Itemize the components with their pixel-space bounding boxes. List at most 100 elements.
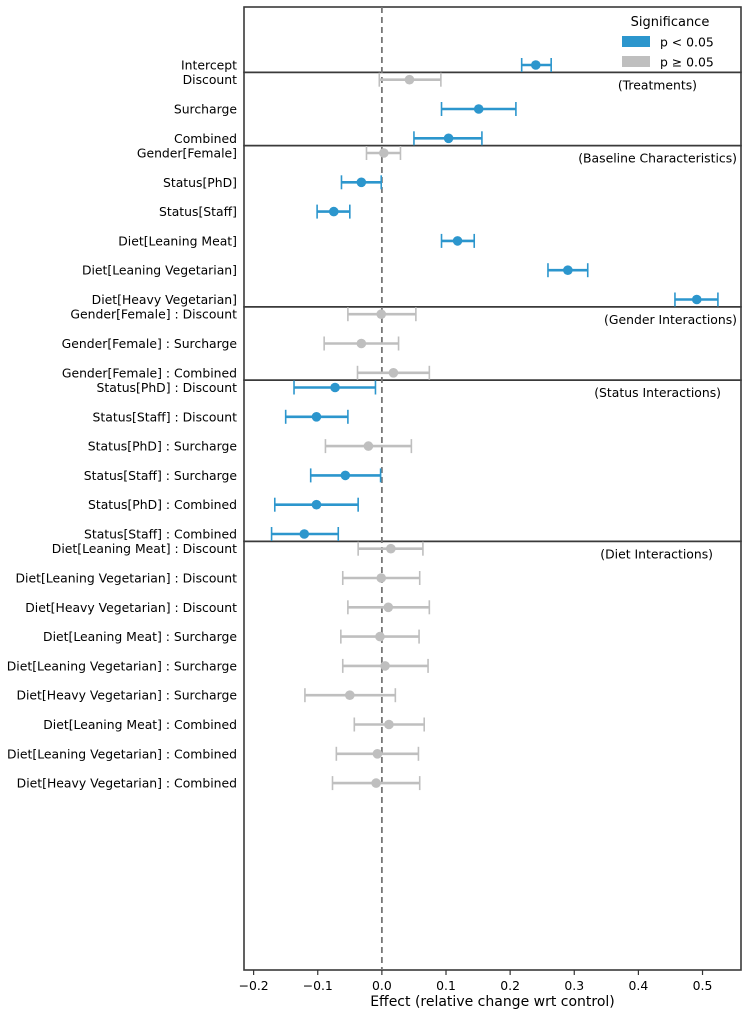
row-status-staff-surcharge: Status[Staff] : Surcharge (84, 468, 382, 483)
estimate-point (452, 236, 463, 246)
row-diet-leaning-vegetarian-surcharge: Diet[Leaning Vegetarian] : Surcharge (7, 658, 429, 673)
group-title-gender-interactions: (Gender Interactions) (604, 312, 737, 327)
row-combined: Combined (174, 131, 483, 146)
legend-swatch (622, 56, 650, 67)
row-label: Gender[Female] : Surcharge (62, 336, 237, 351)
estimate-point (371, 778, 381, 788)
group-title-diet-interactions: (Diet Interactions) (600, 546, 713, 561)
row-label: Status[Staff] : Discount (93, 409, 238, 424)
row-diet-leaning-vegetarian-combined: Diet[Leaning Vegetarian] : Combined (7, 746, 420, 761)
row-label: Gender[Female] : Discount (70, 307, 237, 322)
row-gender-female: Gender[Female] (137, 146, 402, 161)
row-diet-leaning-meat-surcharge: Diet[Leaning Meat] : Surcharge (43, 629, 420, 644)
row-label: Diet[Leaning Vegetarian] (82, 263, 237, 278)
x-tick-label: 0.3 (564, 978, 584, 993)
x-axis: −0.2 −0.1 0.0 0.1 0.2 0.3 0.4 0.5 (239, 970, 713, 993)
estimate-point (404, 74, 415, 85)
row-diet-heavy-vegetarian: Diet[Heavy Vegetarian] (92, 292, 719, 307)
estimate-point (375, 631, 385, 642)
row-label: Status[PhD] : Discount (97, 380, 238, 395)
row-intercept: Intercept (181, 58, 552, 73)
estimate-point (388, 368, 399, 378)
row-gender-female-discount: Gender[Female] : Discount (70, 307, 417, 322)
row-label: Diet[Heavy Vegetarian] : Discount (25, 600, 237, 615)
estimate-point (473, 104, 484, 114)
estimate-point (691, 294, 702, 305)
estimate-point (356, 177, 367, 188)
row-label: Discount (183, 72, 238, 87)
x-tick-label: 0.5 (693, 978, 713, 993)
row-label: Status[PhD] : Combined (88, 497, 237, 512)
row-diet-heavy-vegetarian-combined: Diet[Heavy Vegetarian] : Combined (17, 776, 421, 791)
row-label: Diet[Leaning Meat] : Surcharge (43, 629, 237, 644)
estimate-point (384, 719, 394, 730)
group-box-3 (243, 144, 742, 308)
row-diet-leaning-vegetarian: Diet[Leaning Vegetarian] (82, 263, 589, 278)
group-title-status-interactions: (Status Interactions) (594, 385, 721, 400)
estimate-point (363, 441, 374, 451)
row-label: Combined (174, 131, 237, 146)
estimate-point (328, 206, 339, 217)
row-label: Intercept (181, 58, 237, 73)
legend-entry-label: p ≥ 0.05 (660, 55, 714, 70)
group-bands (243, 6, 742, 971)
row-label: Diet[Leaning Meat] : Combined (43, 717, 237, 732)
row-gender-female-combined: Gender[Female] : Combined (62, 365, 431, 380)
group-title-treatments: (Treatments) (618, 77, 697, 92)
row-label: Status[PhD] (163, 175, 237, 190)
row-label: Gender[Female] : Combined (62, 365, 237, 380)
estimate-point (299, 529, 310, 539)
coefficient-rows: InterceptDiscountSurchargeCombinedGender… (7, 58, 719, 791)
row-status-staff: Status[Staff] (159, 204, 351, 219)
estimate-point (311, 412, 322, 422)
row-status-phd: Status[PhD] (163, 175, 383, 190)
row-diet-heavy-vegetarian-discount: Diet[Heavy Vegetarian] : Discount (25, 600, 431, 615)
estimate-point (530, 60, 541, 70)
row-label: Status[Staff] (159, 204, 237, 219)
row-diet-leaning-vegetarian-discount: Diet[Leaning Vegetarian] : Discount (16, 571, 421, 586)
row-label: Diet[Leaning Meat] (118, 233, 237, 248)
row-label: Status[Staff] : Surcharge (84, 468, 237, 483)
group-box-5 (243, 379, 742, 543)
row-surcharge: Surcharge (174, 102, 517, 117)
legend: Significance p < 0.05 p ≥ 0.05 (622, 15, 714, 70)
row-diet-leaning-meat-combined: Diet[Leaning Meat] : Combined (43, 717, 426, 732)
row-label: Diet[Heavy Vegetarian] (92, 292, 237, 307)
row-label: Surcharge (174, 102, 237, 117)
row-label: Status[Staff] : Combined (84, 527, 237, 542)
row-status-phd-combined: Status[PhD] : Combined (88, 497, 359, 512)
row-gender-female-surcharge: Gender[Female] : Surcharge (62, 336, 400, 351)
legend-title: Significance (631, 15, 710, 30)
legend-entry-label: p < 0.05 (660, 35, 714, 50)
estimate-point (383, 602, 394, 613)
legend-swatch (622, 36, 650, 47)
row-label: Gender[Female] (137, 146, 237, 161)
group-title-baseline-characteristics: (Baseline Characteristics) (578, 151, 737, 166)
estimate-point (376, 573, 387, 583)
row-status-phd-surcharge: Status[PhD] : Surcharge (88, 439, 413, 454)
row-label: Diet[Leaning Vegetarian] : Combined (7, 746, 237, 761)
x-tick-label: 0.4 (629, 978, 649, 993)
row-label: Diet[Heavy Vegetarian] : Surcharge (16, 688, 237, 703)
x-tick-label: 0.2 (500, 978, 520, 993)
estimate-point (376, 309, 387, 320)
estimate-point (330, 382, 340, 393)
estimate-point (311, 499, 322, 510)
estimate-point (563, 265, 573, 276)
row-status-staff-discount: Status[Staff] : Discount (93, 409, 349, 424)
row-label: Status[PhD] : Surcharge (88, 439, 237, 454)
estimate-point (372, 749, 383, 759)
estimate-point (340, 470, 351, 481)
estimate-point (386, 543, 396, 554)
group-box-6 (243, 540, 742, 971)
estimate-point (443, 133, 454, 144)
row-label: Diet[Heavy Vegetarian] : Combined (17, 776, 237, 791)
row-status-phd-discount: Status[PhD] : Discount (97, 380, 377, 395)
row-diet-heavy-vegetarian-surcharge: Diet[Heavy Vegetarian] : Surcharge (16, 688, 397, 703)
row-label: Diet[Leaning Vegetarian] : Discount (16, 571, 238, 586)
row-label: Diet[Leaning Meat] : Discount (52, 541, 237, 556)
row-status-staff-combined: Status[Staff] : Combined (84, 527, 340, 542)
x-tick-label: −0.2 (239, 978, 269, 993)
row-label: Diet[Leaning Vegetarian] : Surcharge (7, 658, 237, 673)
